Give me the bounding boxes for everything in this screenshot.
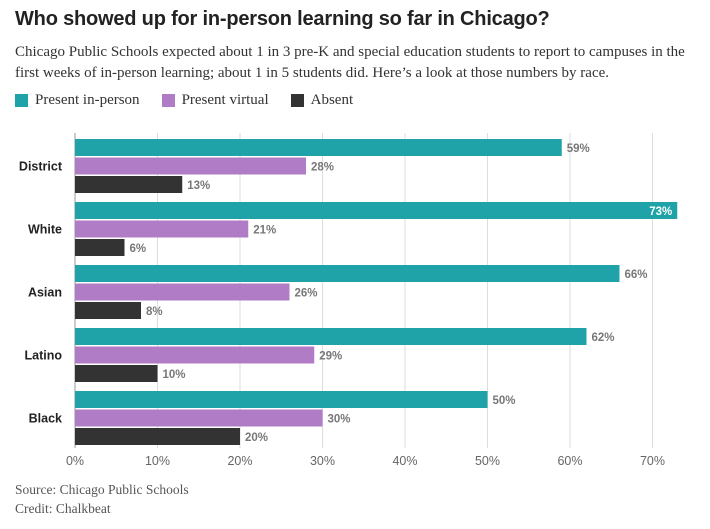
data-label-latino-2: 10% (163, 369, 186, 381)
x-tick-label-4: 40% (392, 454, 417, 468)
data-label-district-0: 59% (567, 143, 590, 155)
bar-black-0 (75, 391, 488, 408)
data-label-black-1: 30% (328, 414, 351, 426)
bar-white-1 (75, 220, 249, 238)
x-tick-label-7: 70% (640, 454, 665, 468)
bar-black-1 (75, 409, 323, 427)
data-label-white-2: 6% (130, 243, 147, 255)
category-label-district: District (19, 160, 63, 174)
bar-black-2 (75, 428, 240, 445)
data-label-black-2: 20% (245, 432, 268, 444)
legend-swatch-in-person (15, 93, 28, 107)
legend-item-in-person: Present in-person (15, 92, 140, 109)
legend-swatch-virtual (161, 93, 175, 107)
category-label-latino: Latino (25, 349, 63, 363)
x-tick-label-3: 30% (310, 454, 335, 468)
bar-latino-0 (75, 328, 587, 345)
bar-latino-1 (75, 346, 315, 364)
data-label-latino-1: 29% (319, 351, 342, 363)
data-label-white-0: 73% (649, 206, 672, 218)
legend-label-in-person: Present in-person (35, 91, 140, 108)
x-tick-label-6: 60% (557, 454, 582, 468)
legend-item-virtual: Present virtual (161, 91, 269, 109)
source-note: Source: Chicago Public Schools (15, 482, 189, 497)
category-label-white: White (28, 223, 62, 237)
credit-note: Credit: Chalkbeat (15, 501, 111, 516)
data-label-district-1: 28% (311, 162, 334, 174)
chart-subtitle: Chicago Public Schools expected about 1 … (15, 44, 685, 81)
footer: Source: Chicago Public Schools Credit: C… (15, 480, 189, 518)
bar-latino-2 (75, 365, 158, 382)
category-label-black: Black (29, 412, 62, 426)
legend: Present in-person Present virtual Absent (15, 91, 375, 109)
bar-district-1 (75, 157, 306, 175)
data-label-asian-2: 8% (146, 306, 163, 318)
x-tick-label-5: 50% (475, 454, 500, 468)
x-tick-label-0: 0% (66, 454, 84, 468)
legend-item-absent: Absent (290, 91, 354, 109)
bar-white-0 (75, 202, 678, 219)
legend-label-virtual: Present virtual (181, 91, 269, 108)
x-tick-label-1: 10% (145, 454, 170, 468)
data-label-black-0: 50% (493, 395, 516, 407)
x-tick-label-2: 20% (227, 454, 252, 468)
bar-white-2 (75, 239, 125, 256)
bar-asian-1 (75, 283, 290, 301)
data-label-district-2: 13% (187, 180, 210, 192)
bar-district-0 (75, 139, 562, 156)
bar-asian-0 (75, 265, 620, 282)
category-label-asian: Asian (28, 286, 62, 300)
data-label-asian-0: 66% (625, 269, 648, 281)
chart-title: Who showed up for in-person learning so … (15, 8, 550, 30)
data-label-asian-1: 26% (295, 288, 318, 300)
legend-label-absent: Absent (310, 91, 354, 108)
bar-asian-2 (75, 302, 141, 319)
data-label-latino-0: 62% (592, 332, 615, 344)
bar-chart: 0% 10% 20% 30% 40% 50% 60% 70% District 59% 28% 13%… (19, 133, 678, 468)
bar-district-2 (75, 176, 183, 193)
legend-swatch-absent (290, 93, 304, 107)
data-label-white-1: 21% (253, 225, 276, 237)
